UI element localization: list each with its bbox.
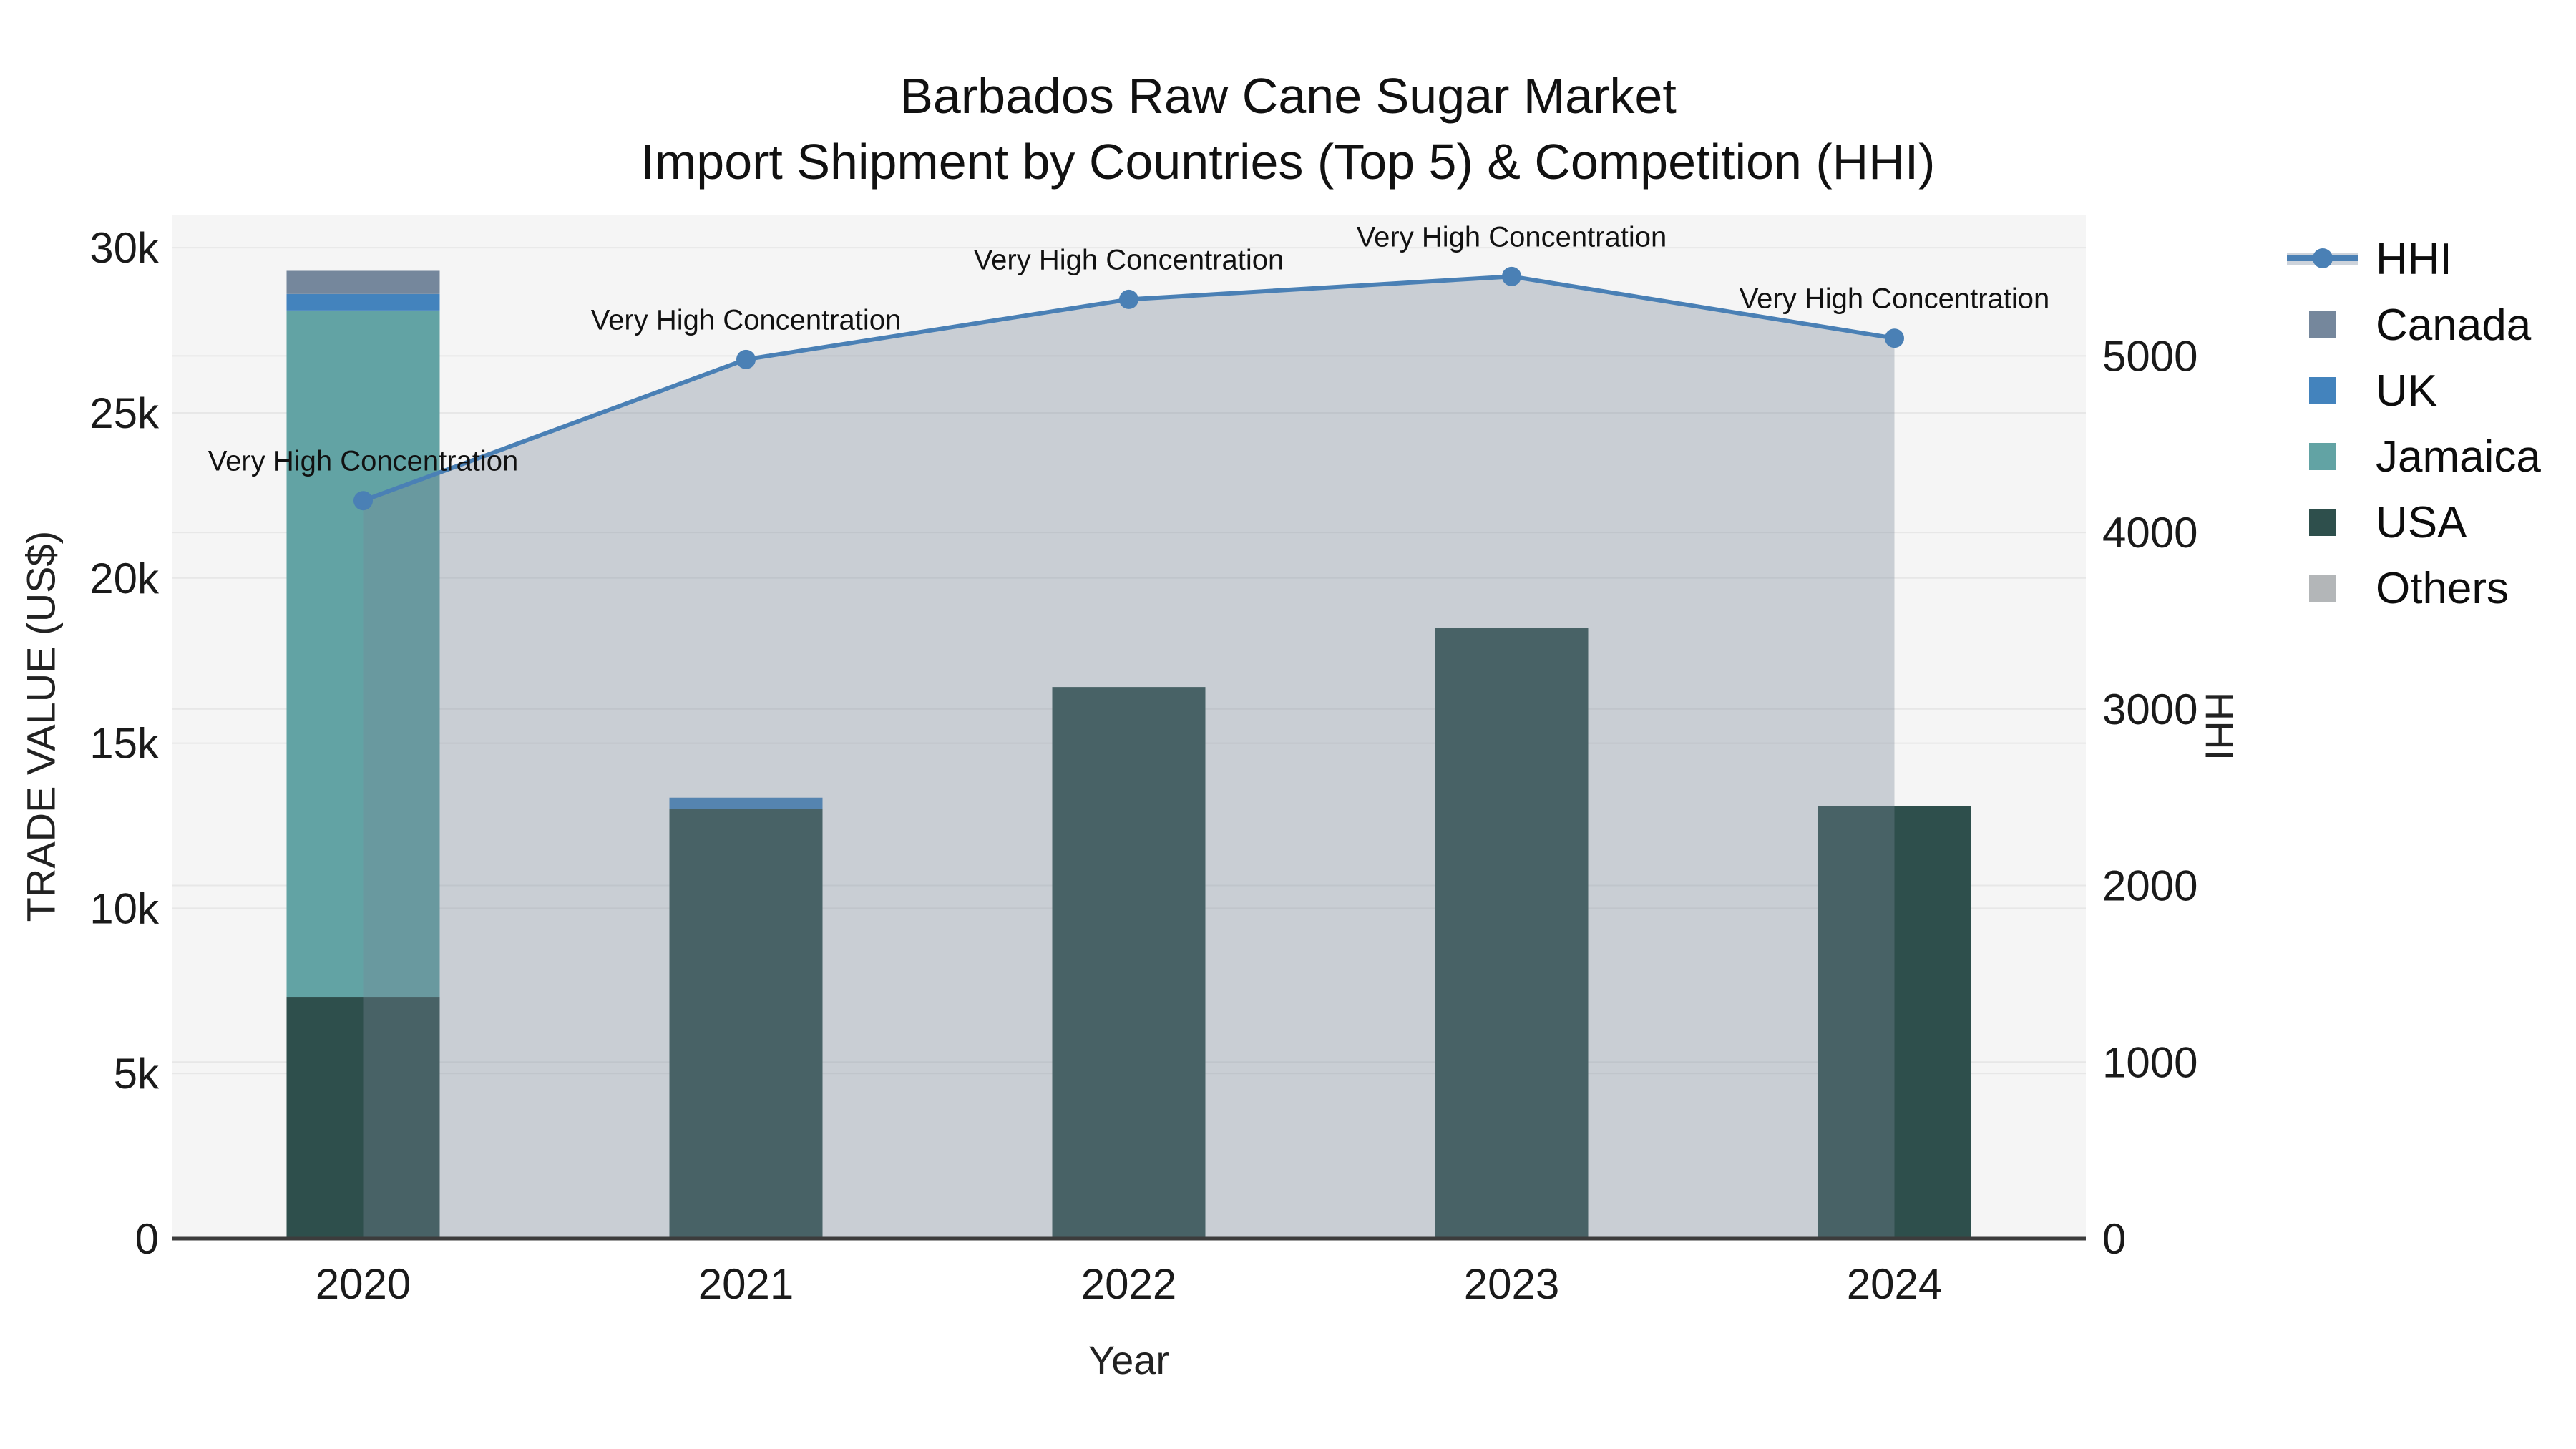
hhi-marker-2021[interactable] [736, 349, 756, 369]
legend-item-Jamaica[interactable]: Jamaica [2287, 424, 2541, 489]
y-tick-label: 5k [114, 1050, 160, 1098]
x-tick-label: 2021 [698, 1260, 794, 1308]
hhi-marker-2020[interactable] [353, 491, 373, 511]
legend-item-Canada[interactable]: Canada [2287, 292, 2541, 358]
y2-tick-label: 3000 [2102, 686, 2197, 733]
annotation-2020: Very High Concentration [208, 446, 519, 477]
bar-segment-Jamaica-2020[interactable] [286, 310, 440, 998]
chart-title-line2: Import Shipment by Countries (Top 5) & C… [640, 134, 1936, 190]
legend-swatch-Canada [2309, 311, 2336, 338]
y2-tick-label: 2000 [2102, 862, 2197, 910]
legend-hhi-symbol [2287, 247, 2358, 271]
legend-swatch-Jamaica [2309, 443, 2336, 470]
annotation-2024: Very High Concentration [1740, 283, 2050, 315]
x-tick-label: 2024 [1847, 1260, 1942, 1308]
legend-label: Canada [2376, 300, 2532, 350]
bar-segment-USA-2021[interactable] [669, 809, 823, 1239]
annotation-2023: Very High Concentration [1357, 221, 1667, 253]
legend-label: UK [2376, 366, 2438, 416]
bar-segment-USA-2020[interactable] [286, 997, 440, 1239]
y-tick-label: 15k [89, 720, 160, 768]
legend-item-UK[interactable]: UK [2287, 358, 2541, 424]
y-tick-label: 20k [89, 555, 160, 602]
y2-axis-title: HHI [2197, 691, 2243, 761]
y-tick-label: 0 [135, 1215, 159, 1263]
legend-label: Others [2376, 563, 2509, 613]
chart-title-line1: Barbados Raw Cane Sugar Market [899, 68, 1677, 124]
legend-swatch-USA [2309, 509, 2336, 536]
legend-label: USA [2376, 497, 2467, 547]
y2-tick-label: 5000 [2102, 332, 2197, 380]
hhi-marker-2024[interactable] [1885, 328, 1904, 348]
hhi-marker-2022[interactable] [1119, 289, 1138, 309]
y2-tick-label: 1000 [2102, 1038, 2197, 1086]
annotation-2021: Very High Concentration [591, 304, 902, 336]
legend-item-HHI[interactable]: HHI [2287, 226, 2541, 292]
legend: HHI Canada UK Jamaica USA Others [2287, 226, 2541, 621]
y2-tick-label: 0 [2102, 1215, 2126, 1263]
legend-label: HHI [2376, 234, 2452, 284]
legend-swatch-UK [2309, 377, 2336, 404]
hhi-marker-2023[interactable] [1502, 266, 1521, 286]
y2-tick-label: 4000 [2102, 509, 2197, 557]
y-axis-title: TRADE VALUE (US$) [18, 530, 64, 922]
bar-segment-USA-2023[interactable] [1435, 628, 1589, 1239]
x-axis-title: Year [1088, 1337, 1170, 1382]
bar-segment-USA-2024[interactable] [1818, 806, 1971, 1239]
legend-swatch-Others [2309, 575, 2336, 602]
y-tick-label: 25k [89, 389, 160, 437]
chart-title: Barbados Raw Cane Sugar Market Import Sh… [0, 63, 2576, 195]
x-tick-label: 2020 [316, 1260, 411, 1308]
x-tick-label: 2022 [1081, 1260, 1176, 1308]
y-tick-label: 10k [89, 884, 160, 932]
annotation-2022: Very High Concentration [974, 244, 1284, 275]
y-tick-label: 30k [89, 224, 160, 272]
x-tick-label: 2023 [1464, 1260, 1559, 1308]
bar-segment-UK-2021[interactable] [669, 797, 823, 809]
legend-item-Others[interactable]: Others [2287, 555, 2541, 621]
bar-segment-USA-2022[interactable] [1052, 687, 1206, 1239]
bar-segment-Canada-2020[interactable] [286, 270, 440, 294]
bar-segment-UK-2020[interactable] [286, 293, 440, 311]
legend-item-USA[interactable]: USA [2287, 489, 2541, 555]
hhi-area [363, 276, 1895, 1239]
legend-label: Jamaica [2376, 431, 2541, 482]
